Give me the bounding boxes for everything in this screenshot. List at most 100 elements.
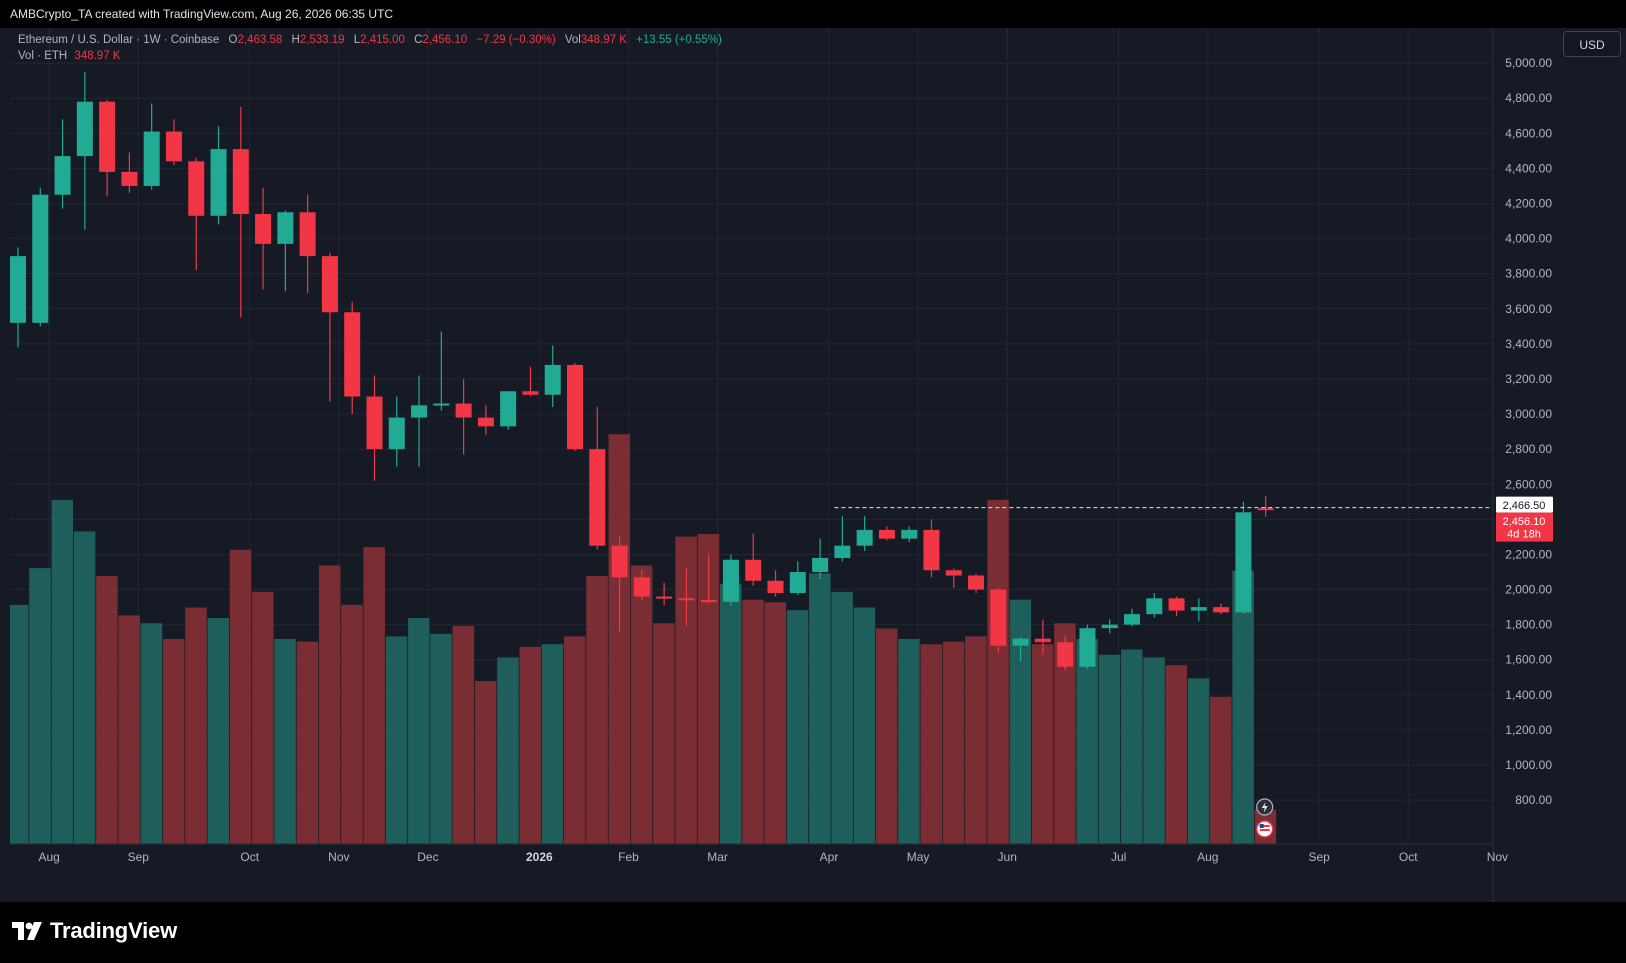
candle-body bbox=[589, 449, 606, 546]
legend-h-label: H bbox=[291, 34, 300, 46]
legend-o-label: O bbox=[228, 34, 238, 46]
time-tick-label: Jul bbox=[1111, 850, 1126, 864]
candle-body bbox=[188, 161, 205, 216]
legend-low: 2,415.00 bbox=[360, 34, 405, 46]
flag-canton bbox=[1259, 824, 1264, 828]
legend-vol-row-label[interactable]: Vol · ETH bbox=[18, 50, 68, 62]
candlesticks bbox=[10, 71, 1274, 671]
time-tick-label: May bbox=[907, 850, 930, 864]
candle-body bbox=[255, 214, 272, 244]
volume-bar bbox=[341, 604, 363, 844]
legend-close: 2,456.10 bbox=[422, 34, 468, 46]
candle-body bbox=[433, 403, 450, 406]
candle-body bbox=[812, 557, 829, 572]
volume-bar bbox=[140, 623, 163, 844]
volume-bar bbox=[1232, 570, 1254, 844]
price-tick-label: 1,400.00 bbox=[1505, 688, 1552, 702]
chart-credit: AMBCrypto_TA created with TradingView.co… bbox=[10, 7, 394, 21]
time-tick-label: Oct bbox=[1399, 850, 1418, 864]
time-tick-label: Nov bbox=[328, 850, 349, 864]
volume-bar bbox=[363, 547, 385, 844]
price-tick-label: 3,600.00 bbox=[1505, 302, 1552, 316]
candle-body bbox=[1190, 607, 1207, 611]
footer-bar: TradingView bbox=[0, 902, 1626, 963]
volume-bar bbox=[541, 644, 564, 844]
event-markers bbox=[1255, 798, 1274, 838]
chart-area[interactable]: 800.00 1,000.00 1,200.00 1,400.00 1,600.00 1,… bbox=[10, 28, 1621, 903]
candle-body bbox=[388, 417, 405, 450]
volume-bar bbox=[207, 618, 230, 844]
price-tick-label: 2,000.00 bbox=[1505, 583, 1552, 597]
candle-body bbox=[945, 570, 962, 576]
volume-bars bbox=[10, 434, 1277, 844]
candle-body bbox=[678, 598, 695, 601]
candle-body bbox=[1012, 638, 1029, 646]
candle-body bbox=[834, 545, 851, 558]
legend-symbol[interactable]: Ethereum / U.S. Dollar · 1W · Coinbase bbox=[18, 34, 220, 46]
volume-bar bbox=[742, 599, 764, 844]
volume-bar bbox=[452, 625, 475, 844]
time-tick-label: Mar bbox=[707, 850, 728, 864]
tradingview-logo-text: TradingView bbox=[50, 918, 177, 943]
candle-body bbox=[76, 101, 93, 157]
time-tick-label: Sep bbox=[1308, 850, 1330, 864]
volume-bar bbox=[96, 576, 118, 844]
currency-button[interactable]: USD bbox=[1563, 31, 1621, 57]
price-tick-label: 3,800.00 bbox=[1505, 267, 1552, 281]
candle-body bbox=[767, 580, 784, 594]
time-tick-label: Nov bbox=[1487, 850, 1508, 864]
volume-bar bbox=[1187, 678, 1210, 844]
volume-bar bbox=[274, 639, 296, 844]
legend-change: −7.29 (−0.30%) bbox=[476, 34, 556, 46]
candle-body bbox=[500, 391, 517, 427]
lightning-event-icon bbox=[1256, 798, 1274, 816]
legend-high: 2,533.19 bbox=[299, 34, 345, 46]
legend-open: 2,463.58 bbox=[237, 34, 283, 46]
time-axis[interactable]: Aug Sep Oct Nov Dec 2026 Feb Mar Apr May Jun Jul Aug… bbox=[10, 843, 1508, 864]
candle-body bbox=[1034, 638, 1051, 643]
legend-l-label: L bbox=[353, 34, 361, 46]
price-tick-label: 2,800.00 bbox=[1505, 442, 1552, 456]
price-tick-label: 5,000.00 bbox=[1505, 56, 1552, 70]
volume-bar bbox=[1098, 654, 1121, 844]
price-tick-label: 800.00 bbox=[1515, 793, 1552, 807]
candle-body bbox=[923, 529, 940, 571]
legend-c-label: C bbox=[414, 34, 423, 46]
candle-body bbox=[1168, 598, 1185, 611]
volume-bar bbox=[10, 604, 29, 844]
volume-bar bbox=[519, 646, 541, 844]
legend-vol-row-value: 348.97 K bbox=[74, 50, 121, 62]
time-tick-label: Sep bbox=[128, 850, 150, 864]
price-tick-label: 3,000.00 bbox=[1505, 407, 1552, 421]
legend-vol-change: +13.55 (+0.55%) bbox=[636, 34, 722, 46]
candle-body bbox=[901, 529, 918, 539]
volume-bar bbox=[965, 636, 987, 844]
time-tick-label: Dec bbox=[417, 850, 438, 864]
volume-bar bbox=[653, 623, 675, 844]
volume-bar bbox=[675, 536, 697, 844]
candle-body bbox=[968, 575, 985, 590]
price-axis[interactable]: 800.00 1,000.00 1,200.00 1,400.00 1,600.00 1,… bbox=[1492, 28, 1616, 902]
volume-bar bbox=[586, 576, 608, 844]
candle-body bbox=[1101, 624, 1118, 629]
candle-body bbox=[321, 256, 338, 313]
tradingview-logo[interactable]: TradingView bbox=[12, 916, 177, 946]
flag-stripe bbox=[1259, 825, 1270, 827]
chart-svg[interactable]: 800.00 1,000.00 1,200.00 1,400.00 1,600.00 1,… bbox=[10, 28, 1616, 902]
candle-body bbox=[165, 131, 182, 162]
candle-body bbox=[700, 600, 717, 603]
candle-body bbox=[210, 149, 227, 216]
volume-bar bbox=[185, 607, 207, 844]
volume-bar bbox=[608, 434, 631, 844]
price-tick-label: 1,000.00 bbox=[1505, 758, 1552, 772]
candle-body bbox=[99, 101, 116, 172]
candle-body bbox=[722, 559, 739, 602]
price-tick-label: 2,600.00 bbox=[1505, 477, 1552, 491]
legend-volume-row: Vol · ETH 348.97 K bbox=[18, 50, 120, 62]
volume-bar bbox=[252, 591, 274, 844]
candle-body bbox=[1213, 607, 1230, 613]
volume-bar bbox=[920, 644, 942, 844]
volume-bar bbox=[1076, 639, 1098, 844]
time-tick-label: Apr bbox=[820, 850, 839, 864]
last-price-label-box bbox=[1496, 512, 1553, 542]
